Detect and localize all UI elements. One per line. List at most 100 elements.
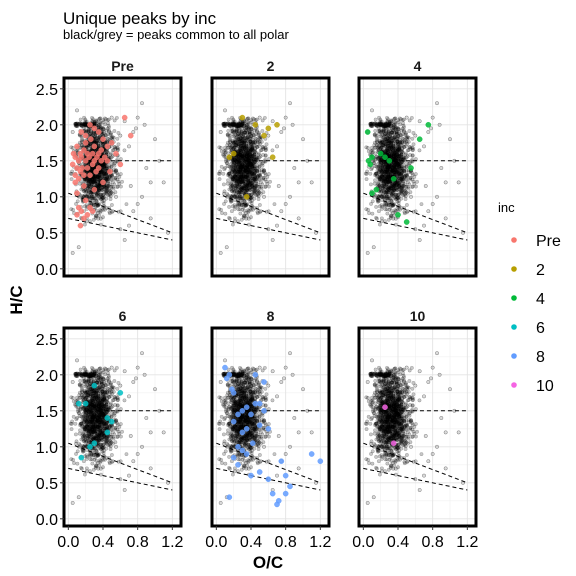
common-peak-point	[227, 118, 230, 121]
unique-peak-point	[100, 180, 105, 185]
common-peak-point	[404, 174, 407, 177]
common-peak-point	[383, 132, 386, 135]
unique-peak-point	[85, 212, 90, 217]
common-peak-point	[227, 129, 230, 132]
unique-peak-point	[107, 169, 112, 174]
common-peak-point	[240, 195, 243, 198]
common-peak-point	[257, 133, 260, 136]
common-peak-point	[105, 176, 108, 179]
common-peak-point	[246, 164, 249, 167]
common-peak-point	[418, 149, 421, 152]
common-peak-point	[82, 116, 85, 119]
common-peak-point	[408, 129, 411, 132]
common-peak-point	[277, 184, 280, 187]
common-peak-point	[109, 133, 112, 136]
common-peak-point	[271, 149, 274, 152]
common-peak-point	[242, 124, 245, 127]
common-peak-point	[222, 192, 225, 195]
common-peak-point	[229, 185, 232, 188]
common-peak-point	[70, 427, 73, 430]
common-peak-point	[388, 179, 391, 182]
common-peak-point	[238, 190, 241, 193]
unique-peak-point	[100, 137, 105, 142]
common-peak-point	[145, 166, 148, 169]
common-peak-point	[240, 218, 243, 221]
common-peak-point	[385, 147, 388, 150]
common-peak-point	[273, 202, 276, 205]
common-peak-point	[384, 165, 387, 168]
common-peak-point	[263, 146, 266, 149]
common-peak-point	[95, 175, 98, 178]
common-peak-point	[427, 130, 430, 133]
common-peak-point	[228, 174, 231, 177]
common-peak-point	[431, 202, 434, 205]
unique-peak-point	[70, 162, 75, 167]
common-peak-point	[149, 181, 152, 184]
common-peak-point	[74, 422, 77, 425]
common-peak-point	[153, 138, 156, 141]
common-peak-point	[102, 199, 105, 202]
common-peak-point	[381, 169, 384, 172]
common-peak-point	[411, 137, 414, 140]
common-peak-point	[282, 127, 285, 130]
common-peak-point	[92, 218, 95, 221]
unique-peak-point	[99, 147, 104, 152]
common-peak-point	[219, 146, 222, 149]
unique-peak-point	[88, 137, 93, 142]
common-peak-point	[113, 129, 116, 132]
unique-peak-point	[87, 122, 92, 127]
common-peak-point	[231, 130, 234, 133]
common-peak-point	[76, 462, 79, 465]
common-peak-point	[250, 199, 253, 202]
common-peak-point	[380, 217, 383, 220]
common-peak-point	[258, 203, 261, 206]
common-peak-point	[71, 146, 74, 149]
unique-peak-point	[96, 165, 101, 170]
common-peak-point	[83, 473, 86, 476]
common-peak-point	[414, 157, 417, 160]
common-peak-point	[103, 123, 106, 126]
common-peak-point	[250, 134, 253, 137]
unique-peak-point	[92, 187, 97, 192]
common-peak-point	[97, 214, 100, 217]
common-peak-point	[226, 133, 229, 136]
common-peak-point	[262, 195, 265, 198]
common-peak-point	[288, 102, 291, 105]
common-peak-point	[114, 176, 117, 179]
common-peak-point	[75, 109, 78, 112]
unique-peak-point	[92, 126, 97, 131]
common-peak-point	[457, 181, 460, 184]
unique-peak-point	[96, 129, 101, 134]
common-peak-point	[297, 217, 300, 220]
unique-peak-point	[417, 137, 422, 142]
common-peak-point	[400, 176, 403, 179]
common-peak-point	[245, 153, 248, 156]
common-peak-point	[238, 208, 241, 211]
common-peak-point	[247, 117, 250, 120]
common-peak-point	[406, 149, 409, 152]
common-peak-point	[123, 238, 126, 241]
common-peak-point	[374, 205, 377, 208]
facet-6: 6	[64, 308, 181, 526]
common-peak-point	[240, 157, 243, 160]
unique-peak-point	[365, 129, 370, 134]
unique-peak-point	[74, 191, 79, 196]
unique-peak-point	[73, 180, 78, 185]
common-peak-point	[401, 137, 404, 140]
unique-peak-point	[87, 173, 92, 178]
common-peak-point	[102, 172, 105, 175]
common-peak-point	[265, 143, 268, 146]
common-peak-point	[237, 165, 240, 168]
common-peak-point	[394, 128, 397, 131]
unique-peak-point	[90, 151, 95, 156]
common-peak-point	[113, 119, 116, 122]
unique-peak-point	[83, 140, 88, 145]
unique-peak-point	[109, 140, 114, 145]
common-peak-point	[238, 147, 241, 150]
unique-peak-point	[274, 122, 279, 127]
common-peak-point	[396, 176, 399, 179]
common-peak-point	[225, 246, 228, 249]
common-peak-point	[71, 130, 74, 133]
unique-peak-point	[426, 122, 431, 127]
